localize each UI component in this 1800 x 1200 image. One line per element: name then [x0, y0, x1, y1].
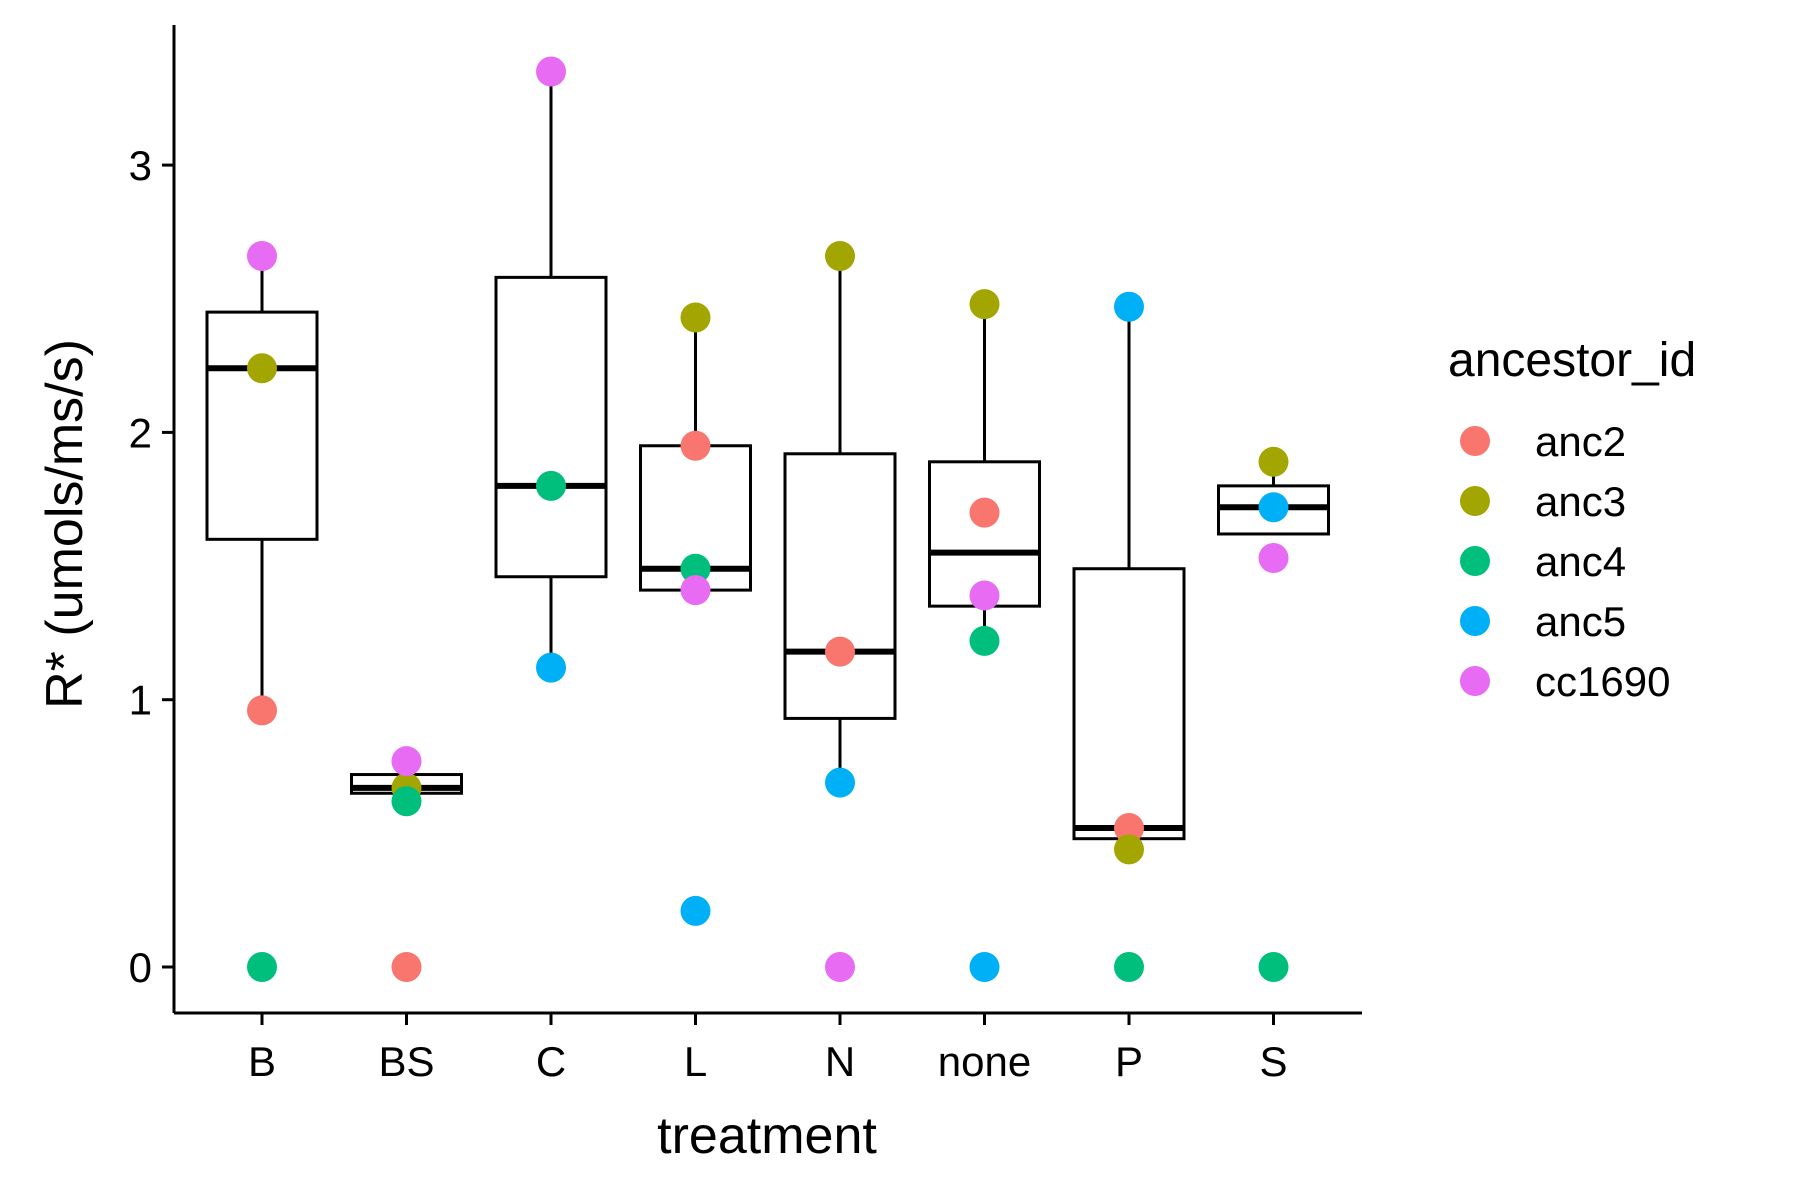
- y-tick-label-3: 3: [129, 142, 152, 189]
- box-c: [494, 71, 608, 668]
- point-anc5-c: [536, 652, 566, 683]
- x-tick-label-none: none: [938, 1038, 1031, 1085]
- legend-label-anc3: anc3: [1535, 478, 1626, 525]
- y-tick-label-0: 0: [129, 944, 152, 991]
- point-anc5-p: [1114, 291, 1144, 322]
- x-tick-label-l: L: [684, 1038, 707, 1085]
- series-anc3: [247, 240, 1289, 865]
- legend-item-cc1690: cc1690: [1460, 658, 1670, 705]
- point-anc5-n: [825, 767, 855, 798]
- box-iqr-b: [205, 310, 319, 541]
- legend-item-anc5: anc5: [1460, 598, 1626, 645]
- legend-swatch-anc3: [1460, 486, 1490, 516]
- point-cc1690-b: [247, 240, 277, 271]
- x-tick-label-c: C: [536, 1038, 566, 1085]
- point-anc3-p: [1114, 834, 1144, 865]
- point-anc3-s: [1258, 446, 1289, 477]
- legend-swatch-anc4: [1460, 546, 1490, 576]
- series-anc5: [536, 291, 1289, 982]
- box-p: [1072, 306, 1186, 841]
- point-anc5-l: [680, 895, 711, 926]
- point-anc3-none: [969, 289, 1000, 320]
- point-anc2-p: [1114, 813, 1144, 844]
- point-anc4-c: [536, 470, 566, 501]
- legend-label-anc4: anc4: [1535, 538, 1626, 585]
- legend-swatch-anc2: [1460, 426, 1490, 456]
- point-anc4-p: [1114, 952, 1144, 982]
- point-anc5-s: [1258, 492, 1289, 523]
- point-anc2-b: [247, 695, 277, 726]
- point-anc3-n: [825, 240, 855, 271]
- box-n: [783, 255, 897, 783]
- boxes-layer: [205, 71, 1330, 841]
- x-tick-label-p: P: [1115, 1038, 1143, 1085]
- point-anc2-n: [825, 636, 855, 667]
- y-axis-title: R* (umols/ms/s): [36, 339, 94, 709]
- legend-item-anc4: anc4: [1460, 538, 1626, 585]
- point-anc4-s: [1258, 952, 1289, 982]
- point-anc4-none: [969, 625, 1000, 656]
- legend-label-anc5: anc5: [1535, 598, 1626, 645]
- series-anc4: [247, 470, 1289, 982]
- series-cc1690: [247, 56, 1289, 982]
- point-anc4-b: [247, 952, 277, 982]
- box-b: [205, 255, 319, 711]
- box-iqr-p: [1072, 567, 1186, 841]
- box-iqr-n: [783, 452, 897, 720]
- legend-label-anc2: anc2: [1535, 418, 1626, 465]
- point-cc1690-c: [536, 56, 566, 87]
- point-anc2-bs: [391, 952, 422, 982]
- point-anc2-l: [680, 430, 711, 461]
- point-cc1690-n: [825, 952, 855, 982]
- point-cc1690-bs: [391, 746, 422, 777]
- x-axis-title: treatment: [657, 1107, 877, 1165]
- legend-item-anc3: anc3: [1460, 478, 1626, 525]
- points-layer: [247, 56, 1289, 982]
- point-anc5-none: [969, 952, 1000, 982]
- point-anc4-bs: [391, 786, 422, 817]
- point-cc1690-l: [680, 575, 711, 606]
- point-anc3-l: [680, 302, 711, 333]
- point-cc1690-none: [969, 580, 1000, 611]
- series-anc2: [247, 430, 1144, 982]
- x-tick-label-bs: BS: [378, 1038, 434, 1085]
- legend-title: ancestor_id: [1448, 334, 1696, 387]
- legend-item-anc2: anc2: [1460, 418, 1626, 465]
- x-tick-label-b: B: [248, 1038, 276, 1085]
- legend-swatch-anc5: [1460, 606, 1490, 636]
- legend-label-cc1690: cc1690: [1535, 658, 1670, 705]
- point-anc2-none: [969, 497, 1000, 528]
- point-anc3-b: [247, 353, 277, 384]
- x-tick-label-n: N: [825, 1038, 855, 1085]
- point-cc1690-s: [1258, 543, 1289, 574]
- legend-swatch-cc1690: [1460, 666, 1490, 696]
- legend: ancestor_id anc2 anc3 anc4 anc5 cc1690: [1448, 334, 1696, 705]
- x-tick-label-s: S: [1259, 1038, 1287, 1085]
- box-iqr-c: [494, 275, 608, 579]
- point-anc4-l: [680, 553, 711, 584]
- y-tick-label-1: 1: [129, 677, 152, 724]
- y-tick-label-2: 2: [129, 409, 152, 456]
